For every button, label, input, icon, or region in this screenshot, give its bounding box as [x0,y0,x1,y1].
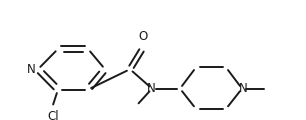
Text: N: N [147,82,155,95]
Text: N: N [27,63,35,76]
Text: O: O [138,30,147,43]
Text: N: N [239,82,247,95]
Text: Cl: Cl [47,110,59,120]
